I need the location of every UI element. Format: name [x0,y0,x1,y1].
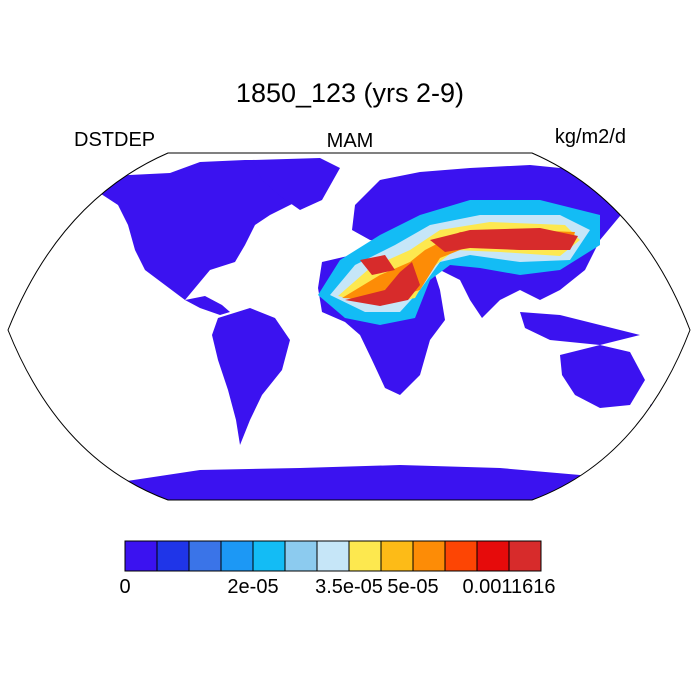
globe-outline [7,152,691,501]
north-america [95,160,320,300]
greenland [252,158,340,210]
colorbar-swatch [124,540,158,572]
new-zealand [650,395,675,425]
south-america [212,308,290,445]
central-america [185,296,230,315]
dust-red-sahara [345,262,420,306]
dust-red-asia [430,228,578,252]
colorbar-tick-label: 5e-05 [387,576,439,598]
dust-red-arabia [360,255,395,275]
maritime-continent [520,312,640,345]
plot-title: 1850_123 (yrs 2-9) [235,78,465,108]
season-label: MAM [326,130,374,152]
colorbar-tick-label: 2e-05 [227,576,279,598]
colorbar-swatch [188,540,222,572]
colorbar-swatch [412,540,446,572]
variable-label: DSTDEP [74,129,156,151]
colorbar-swatch [476,540,510,572]
colorbar-tick-label: 0 [119,576,131,598]
colorbar-swatch [348,540,382,572]
colorbar-swatch [316,540,350,572]
colorbar-swatch [220,540,254,572]
colorbar-swatch [156,540,190,572]
antarctica [120,465,600,500]
colorbar-swatch [380,540,414,572]
units-label: kg/m2/d [554,126,626,148]
colorbar-swatch [508,540,542,572]
colorbar-tick-label: 0.0011616 [462,576,556,598]
colorbar [124,540,542,572]
australia [560,345,645,408]
colorbar-swatch [252,540,286,572]
colorbar-swatch [444,540,478,572]
colorbar-tick-label: 3.5e-05 [315,576,383,598]
colorbar-swatch [284,540,318,572]
